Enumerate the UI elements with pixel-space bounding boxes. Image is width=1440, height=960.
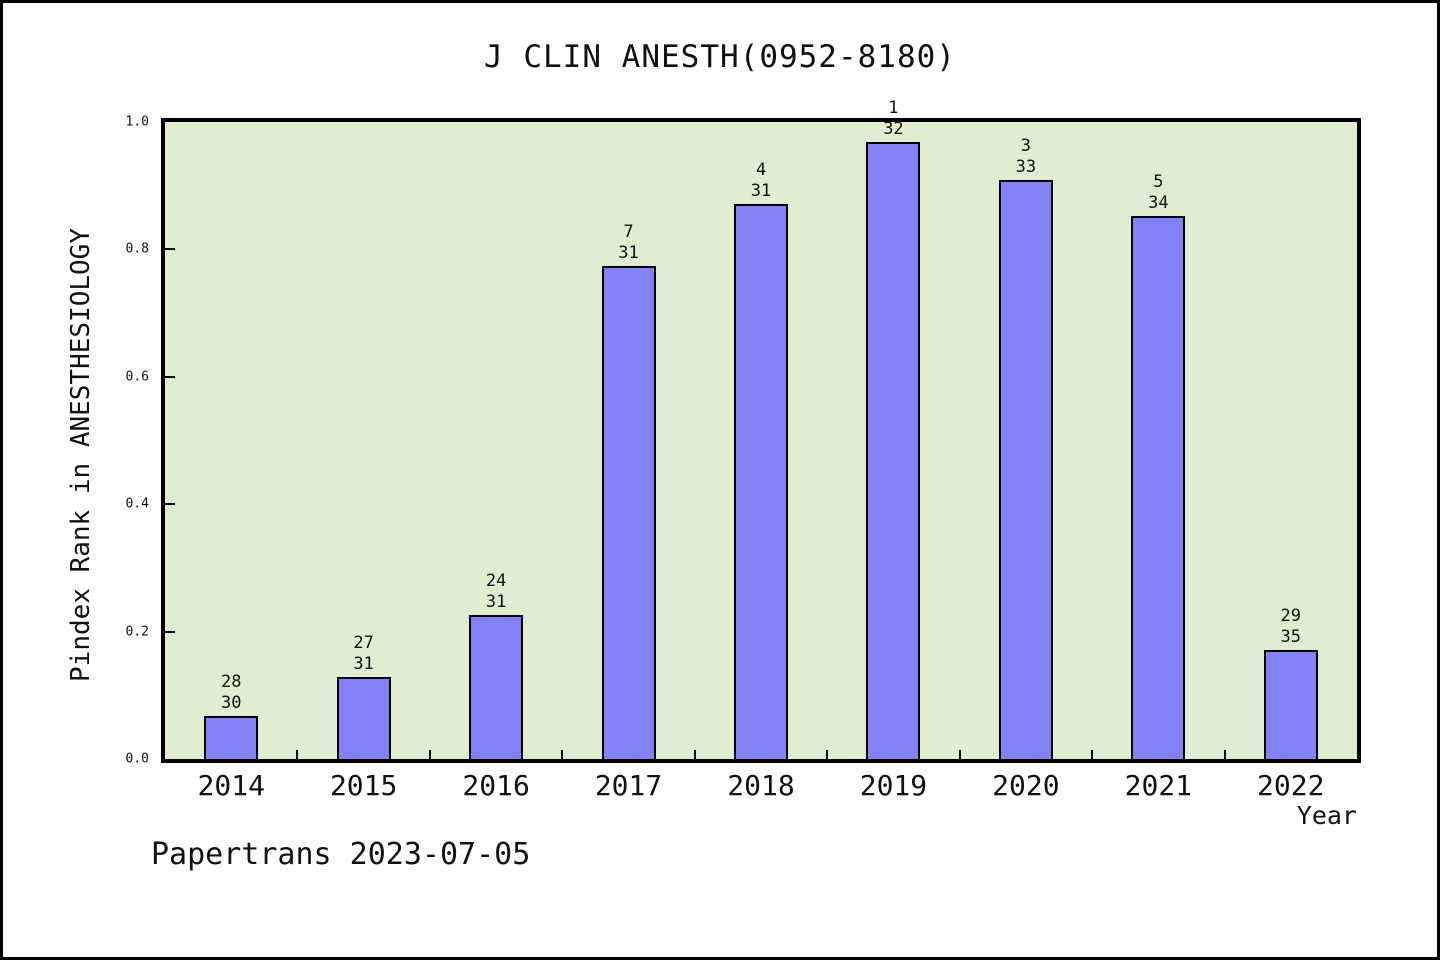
- y-tick-mark: [165, 375, 175, 378]
- bar-annotation-total: 34: [1148, 192, 1169, 213]
- x-axis-label: Year: [1296, 801, 1357, 830]
- y-tick-label-1.0: 1.0: [125, 114, 149, 130]
- bar-2016: [469, 615, 524, 759]
- x-tick-label-2019: 2019: [859, 769, 928, 802]
- bar-annotation-2018: 4 31: [751, 160, 771, 202]
- bar-annotation-rank: 3: [1020, 135, 1031, 156]
- x-tick-label-2014: 2014: [197, 769, 265, 802]
- bar-annotation-rank: 1: [888, 97, 899, 118]
- x-tick-label-2015: 2015: [329, 769, 398, 802]
- y-tick-label-0.8: 0.8: [125, 241, 149, 257]
- bar-annotation-2022: 29 35: [1281, 606, 1301, 648]
- bar-2015: [336, 676, 391, 759]
- bar-annotation-total: 33: [1015, 156, 1037, 177]
- bar-annotation-total: 31: [353, 653, 374, 674]
- bar-2019: [866, 141, 921, 759]
- bar-annotation-2014: 28 30: [221, 672, 241, 714]
- bar-annotation-2017: 7 31: [618, 222, 638, 264]
- y-tick-label-0.6: 0.6: [125, 369, 149, 385]
- bar-2022: [1263, 650, 1318, 759]
- bar-annotation-2021: 5 34: [1148, 172, 1168, 214]
- bar-annotation-total: 32: [883, 118, 904, 139]
- bar-annotation-total: 31: [618, 242, 639, 263]
- x-minor-tick: [693, 750, 696, 759]
- bar-2021: [1131, 215, 1186, 759]
- bar-annotation-rank: 7: [623, 221, 634, 242]
- y-tick-mark: [165, 248, 175, 251]
- y-tick-label-0.4: 0.4: [125, 496, 149, 512]
- x-minor-tick: [428, 750, 431, 759]
- bar-annotation-rank: 29: [1280, 606, 1302, 627]
- bar-annotation-2020: 3 33: [1016, 136, 1036, 178]
- bar-2018: [734, 204, 788, 759]
- x-tick-label-2017: 2017: [594, 769, 663, 802]
- x-minor-tick: [1091, 750, 1094, 759]
- bar-annotation-total: 35: [1280, 627, 1302, 648]
- bar-annotation-rank: 4: [755, 160, 767, 181]
- bar-2020: [998, 179, 1053, 759]
- footer-watermark: Papertrans 2023-07-05: [151, 837, 531, 872]
- x-axis-tick-labels: 2014 2015 2016 2017 2018 2019 2020 2021 2022: [165, 769, 1357, 805]
- bar-annotation-rank: 5: [1153, 171, 1164, 192]
- bar-2017: [601, 265, 656, 759]
- y-tick-mark: [165, 630, 175, 633]
- bar-annotation-rank: 24: [485, 571, 507, 592]
- y-axis-label: Pindex Rank in ANESTHESIOLOGY: [66, 228, 96, 682]
- bar-annotation-total: 31: [750, 181, 772, 202]
- bar-annotation-2016: 24 31: [486, 571, 506, 613]
- x-minor-tick: [296, 750, 299, 759]
- bar-annotation-rank: 27: [353, 632, 374, 653]
- plot-area: 28 30 27 31 24 31 7 31 4 31 1 32 3 33 5 34 29 35: [161, 98, 1361, 763]
- bar-annotation-total: 31: [485, 592, 507, 613]
- bar-annotation-2019: 1 32: [883, 98, 903, 140]
- x-minor-tick: [826, 750, 829, 759]
- x-minor-tick: [1223, 750, 1226, 759]
- x-tick-label-2020: 2020: [992, 769, 1060, 802]
- y-tick-label-0.0: 0.0: [125, 751, 149, 767]
- bar-2014: [204, 716, 259, 759]
- y-tick-label-0.2: 0.2: [125, 624, 149, 640]
- x-minor-tick: [561, 750, 564, 759]
- x-tick-label-2016: 2016: [462, 769, 530, 802]
- x-tick-label-2022: 2022: [1257, 769, 1325, 802]
- bar-annotation-2015: 27 31: [353, 633, 373, 675]
- bar-annotation-rank: 28: [220, 672, 242, 693]
- x-minor-tick: [958, 750, 961, 759]
- y-tick-mark: [165, 503, 175, 506]
- x-tick-label-2018: 2018: [727, 769, 795, 802]
- bar-annotation-total: 30: [220, 693, 242, 714]
- x-tick-label-2021: 2021: [1124, 769, 1193, 802]
- chart-title: J CLIN ANESTH(0952-8180): [484, 39, 956, 75]
